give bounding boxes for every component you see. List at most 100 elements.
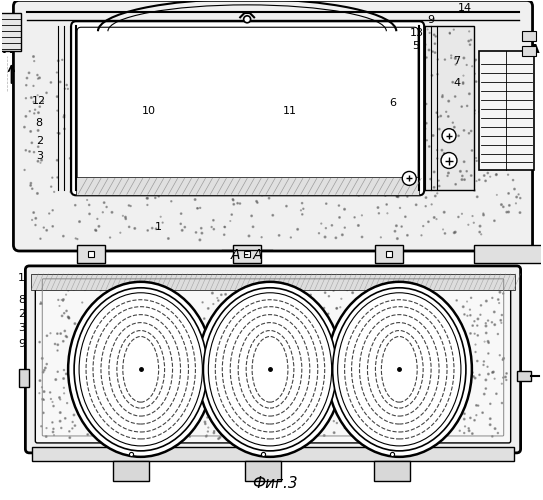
- Point: [466, 40, 475, 48]
- Point: [62, 81, 71, 89]
- Point: [451, 54, 460, 62]
- Point: [401, 80, 410, 88]
- Point: [384, 68, 393, 76]
- Point: [57, 296, 66, 304]
- Point: [499, 290, 508, 298]
- Point: [472, 402, 481, 409]
- Point: [104, 350, 112, 358]
- Point: [224, 354, 233, 362]
- Point: [47, 395, 55, 403]
- Point: [238, 327, 247, 335]
- Point: [337, 295, 346, 303]
- Point: [425, 326, 433, 334]
- Point: [348, 401, 356, 409]
- Point: [196, 204, 205, 212]
- Point: [276, 293, 285, 301]
- Point: [34, 143, 42, 151]
- Point: [257, 128, 266, 136]
- Point: [106, 120, 115, 128]
- Point: [193, 56, 202, 64]
- Point: [353, 149, 362, 157]
- Point: [146, 165, 154, 173]
- Point: [214, 296, 223, 304]
- Point: [206, 102, 215, 110]
- Point: [416, 125, 425, 133]
- Point: [216, 434, 224, 442]
- Point: [55, 394, 64, 402]
- Point: [446, 363, 454, 371]
- Point: [475, 371, 484, 379]
- Point: [269, 392, 277, 400]
- Point: [504, 190, 513, 198]
- Point: [149, 394, 158, 402]
- Point: [376, 234, 385, 241]
- Point: [508, 126, 517, 134]
- Point: [468, 212, 477, 220]
- Point: [144, 123, 153, 131]
- Point: [257, 382, 266, 390]
- Point: [263, 430, 272, 438]
- Point: [364, 95, 373, 103]
- Point: [73, 235, 81, 243]
- Point: [258, 337, 267, 345]
- Point: [87, 158, 96, 166]
- Point: [422, 120, 431, 128]
- Point: [466, 312, 475, 320]
- Point: [212, 366, 221, 374]
- Point: [212, 378, 221, 386]
- Point: [245, 72, 254, 80]
- Point: [305, 136, 314, 144]
- Point: [59, 338, 68, 345]
- Point: [413, 299, 421, 307]
- Point: [125, 340, 134, 348]
- Point: [496, 288, 504, 296]
- Point: [367, 155, 375, 163]
- Point: [98, 208, 107, 216]
- Point: [150, 328, 159, 336]
- Point: [444, 315, 453, 323]
- Point: [449, 278, 457, 286]
- Point: [259, 287, 268, 295]
- Point: [378, 336, 387, 344]
- Point: [54, 57, 62, 65]
- Point: [424, 371, 433, 379]
- Point: [248, 71, 256, 79]
- Point: [355, 342, 363, 350]
- Point: [435, 110, 444, 118]
- Point: [126, 378, 135, 386]
- Point: [228, 92, 236, 100]
- Point: [60, 366, 68, 374]
- Point: [284, 170, 293, 178]
- Point: [453, 416, 462, 424]
- Point: [470, 330, 479, 338]
- Point: [458, 210, 466, 218]
- Point: [106, 96, 115, 104]
- Point: [377, 278, 386, 286]
- Point: [162, 177, 171, 185]
- Point: [162, 308, 171, 316]
- Point: [440, 123, 449, 131]
- Point: [332, 162, 341, 170]
- Point: [120, 306, 129, 314]
- Point: [29, 208, 38, 216]
- Point: [268, 212, 277, 220]
- Point: [356, 302, 364, 310]
- Point: [512, 54, 520, 62]
- Point: [130, 78, 139, 86]
- Point: [82, 108, 91, 116]
- Point: [138, 88, 147, 96]
- Point: [320, 53, 329, 61]
- Point: [415, 290, 424, 298]
- Point: [491, 93, 500, 101]
- Point: [500, 122, 508, 130]
- Point: [264, 144, 273, 152]
- Point: [148, 420, 157, 428]
- Point: [20, 166, 29, 174]
- Point: [78, 348, 86, 356]
- Point: [186, 350, 194, 358]
- Point: [467, 172, 476, 179]
- Point: [169, 86, 178, 94]
- Point: [399, 418, 407, 426]
- Point: [395, 416, 404, 424]
- Point: [140, 407, 149, 415]
